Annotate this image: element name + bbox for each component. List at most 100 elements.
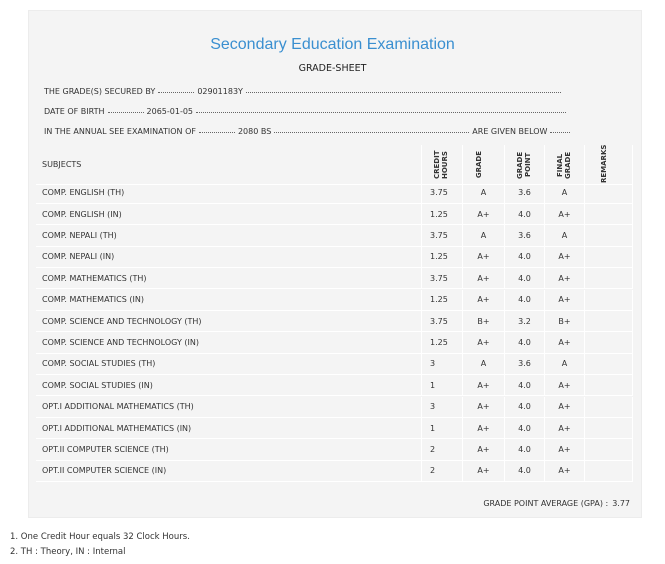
table-cell: A xyxy=(463,225,505,247)
table-cell: A+ xyxy=(463,246,505,269)
cell-text: A+ xyxy=(477,337,490,347)
info-label: DATE OF BIRTH xyxy=(44,107,105,116)
table-cell: 3.6 xyxy=(505,353,545,376)
cell-text: A+ xyxy=(558,402,571,412)
cell-text: A+ xyxy=(477,252,490,262)
header-text: FINAL GRADE xyxy=(555,150,572,179)
table-cell: 4.0 xyxy=(505,439,545,461)
cell-text: 3.75 xyxy=(430,273,448,283)
cell-text: A+ xyxy=(558,337,571,347)
table-cell: OPT.II COMPUTER SCIENCE (TH) xyxy=(36,439,422,461)
subject: OPT.II COMPUTER SCIENCE (IN) xyxy=(42,466,167,476)
table-cell: COMP. NEPALI (TH) xyxy=(36,225,422,247)
table-cell: A+ xyxy=(545,246,585,269)
cell-text: A+ xyxy=(477,402,490,412)
cell-text: 3.2 xyxy=(518,316,531,326)
table-cell xyxy=(585,203,633,226)
table-cell: A+ xyxy=(545,439,585,461)
cell-text: 1.25 xyxy=(430,337,448,347)
table-cell xyxy=(585,332,633,354)
cell-text: A+ xyxy=(477,423,490,433)
subject: COMP. NEPALI (TH) xyxy=(42,230,117,240)
table-cell: 4.0 xyxy=(505,289,545,311)
table-cell: 1 xyxy=(422,375,463,397)
cell-text: A+ xyxy=(558,380,571,390)
leader xyxy=(158,91,195,93)
table-cell xyxy=(585,310,633,333)
cell-text: 3.6 xyxy=(518,359,531,369)
cell-text: 4.0 xyxy=(518,252,531,262)
table-cell: 3.6 xyxy=(505,182,545,204)
table-cell: 4.0 xyxy=(505,417,545,440)
header-text: GRADE xyxy=(474,150,483,179)
table-cell: COMP. ENGLISH (TH) xyxy=(36,182,422,204)
table-cell: 4.0 xyxy=(505,332,545,354)
table-cell: A+ xyxy=(463,332,505,354)
cell-text: 4.0 xyxy=(518,466,531,476)
panel xyxy=(28,10,642,518)
cell-text: 4.0 xyxy=(518,209,531,219)
cell-text: A+ xyxy=(558,295,571,305)
cell-text: A+ xyxy=(477,209,490,219)
cell-text: A+ xyxy=(477,444,490,454)
table-cell: OPT.I ADDITIONAL MATHEMATICS (IN) xyxy=(36,417,422,440)
column-header: FINAL GRADE xyxy=(545,145,585,185)
table-cell: COMP. MATHEMATICS (IN) xyxy=(36,289,422,311)
column-header: GRADE POINT xyxy=(505,145,545,185)
info-line: DATE OF BIRTH 2065-01-05 xyxy=(44,104,569,116)
cell-text: B+ xyxy=(558,316,571,326)
cell-text: A+ xyxy=(558,209,571,219)
subject: COMP. SCIENCE AND TECHNOLOGY (IN) xyxy=(42,337,199,347)
subtitle: GRADE-SHEET xyxy=(298,63,367,74)
table-cell: 1.25 xyxy=(422,289,463,311)
table-cell xyxy=(585,225,633,247)
table-cell: A+ xyxy=(545,417,585,440)
table-cell: 3.75 xyxy=(422,268,463,290)
table-cell: A+ xyxy=(545,289,585,311)
cell-text: 4.0 xyxy=(518,402,531,412)
cell-text: 3 xyxy=(430,402,436,412)
info-value: 02901183Y xyxy=(197,87,243,96)
column-header: GRADE xyxy=(463,145,505,185)
table-cell: 3.6 xyxy=(505,225,545,247)
header-text: REMARKS xyxy=(599,144,608,183)
subject: OPT.I ADDITIONAL MATHEMATICS (TH) xyxy=(42,402,194,412)
table-cell xyxy=(585,289,633,311)
table-cell: COMP. ENGLISH (IN) xyxy=(36,203,422,226)
cell-text: 4.0 xyxy=(518,273,531,283)
table-cell: 1.25 xyxy=(422,246,463,269)
cell-text: 3.6 xyxy=(518,188,531,198)
table-cell: 2 xyxy=(422,460,463,483)
cell-text: 1.25 xyxy=(430,295,448,305)
table-cell: COMP. MATHEMATICS (TH) xyxy=(36,268,422,290)
cell-text: A xyxy=(561,230,568,240)
table-cell xyxy=(585,460,633,483)
table-cell: A+ xyxy=(545,396,585,418)
table-cell: A xyxy=(463,353,505,376)
cell-text: 3 xyxy=(430,359,436,369)
cell-text: A+ xyxy=(477,466,490,476)
cell-text: A+ xyxy=(477,273,490,283)
cell-text: 1 xyxy=(430,423,436,433)
info-label: IN THE ANNUAL SEE EXAMINATION OF xyxy=(44,127,196,136)
table-cell: A xyxy=(545,225,585,247)
info-label: THE GRADE(S) SECURED BY xyxy=(44,87,156,96)
cell-text: A+ xyxy=(558,273,571,283)
title: Secondary Education Examination xyxy=(210,36,455,53)
table-cell: 4.0 xyxy=(505,203,545,226)
cell-text: 3.75 xyxy=(430,188,448,198)
table-cell: COMP. SOCIAL STUDIES (TH) xyxy=(36,353,422,376)
subject: COMP. ENGLISH (TH) xyxy=(42,188,125,198)
footnote: 2. TH : Theory, IN : Internal xyxy=(10,547,126,557)
table-cell: A+ xyxy=(463,203,505,226)
cell-text: A xyxy=(480,230,487,240)
cell-text: 4.0 xyxy=(518,295,531,305)
cell-text: B+ xyxy=(477,316,490,326)
cell-text: 4.0 xyxy=(518,337,531,347)
table-cell: 3.2 xyxy=(505,310,545,333)
subject: COMP. ENGLISH (IN) xyxy=(42,209,122,219)
table-cell xyxy=(585,353,633,376)
subject: COMP. SOCIAL STUDIES (IN) xyxy=(42,380,153,390)
table-cell: COMP. NEPALI (IN) xyxy=(36,246,422,269)
